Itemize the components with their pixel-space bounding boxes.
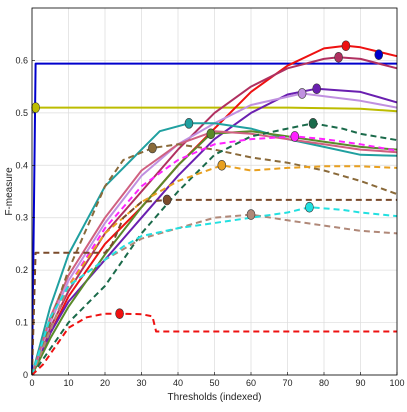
series-line-13 xyxy=(31,164,398,376)
series-marker-1 xyxy=(374,49,384,60)
x-tick-label: 10 xyxy=(63,378,73,388)
x-tick-label: 0 xyxy=(29,378,34,388)
series-marker-15 xyxy=(246,209,256,220)
series-line-11 xyxy=(31,122,398,376)
series-marker-7 xyxy=(184,118,194,129)
series-line-16 xyxy=(31,206,398,376)
series-markers xyxy=(31,40,384,319)
series-marker-8 xyxy=(206,128,216,140)
series-line-14 xyxy=(31,198,397,376)
x-axis-title: Thresholds (indexed) xyxy=(168,392,262,403)
series-marker-11 xyxy=(308,118,318,129)
series-marker-13 xyxy=(217,159,227,171)
series-line-15 xyxy=(31,213,398,376)
series-line-17 xyxy=(31,312,397,376)
series-line-2 xyxy=(32,106,398,113)
series-marker-17 xyxy=(115,308,124,319)
y-tick-label: 0.4 xyxy=(15,160,28,170)
series-marker-6 xyxy=(297,88,307,99)
series-marker-3 xyxy=(341,40,351,52)
x-tick-label: 50 xyxy=(209,378,219,388)
tick-labels: 0 10 20 30 40 50 60 70 80 90 100 0 0.1 0.2 0.3 0.4 0.5 0.… xyxy=(15,55,404,388)
x-tick-label: 20 xyxy=(100,378,110,388)
y-tick-label: 0.5 xyxy=(15,108,28,118)
series-marker-4 xyxy=(334,51,343,63)
y-axis-title: F-measure xyxy=(4,167,15,216)
x-tick-label: 80 xyxy=(319,378,329,388)
series-marker-14 xyxy=(162,194,172,206)
x-tick-label: 30 xyxy=(136,378,146,388)
y-tick-label: 0.3 xyxy=(15,213,28,223)
series-line-8 xyxy=(31,130,398,376)
series-marker-16 xyxy=(305,201,314,213)
series-line-1 xyxy=(31,62,397,376)
series-marker-5 xyxy=(312,83,322,95)
x-tick-label: 100 xyxy=(389,378,404,388)
x-tick-label: 90 xyxy=(355,378,365,388)
x-tick-label: 40 xyxy=(173,378,183,388)
y-tick-label: 0.2 xyxy=(15,265,28,275)
y-tick-label: 0 xyxy=(23,370,28,380)
series-line-12 xyxy=(31,135,398,376)
x-tick-label: 60 xyxy=(246,378,256,388)
x-tick-label: 70 xyxy=(282,378,292,388)
series-line-9 xyxy=(31,130,398,376)
y-tick-label: 0.1 xyxy=(15,318,28,328)
y-tick-label: 0.6 xyxy=(15,55,28,65)
series-marker-10 xyxy=(148,142,157,154)
series-line-5 xyxy=(31,87,398,376)
series-marker-12 xyxy=(290,131,300,142)
series-line-10 xyxy=(31,143,398,376)
series-marker-2 xyxy=(31,102,40,113)
